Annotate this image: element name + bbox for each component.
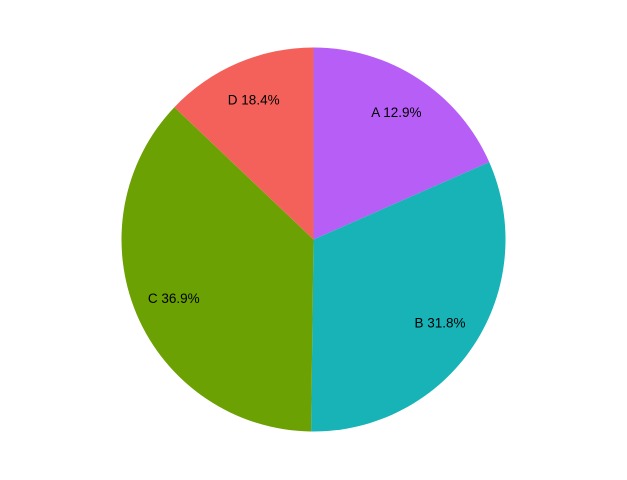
- slice-label-c: C 36.9%: [148, 291, 200, 306]
- pie-labels: A 12.9% B 31.8% C 36.9% D 18.4%: [148, 93, 466, 331]
- pie-slice-b: [311, 162, 506, 432]
- pie-slice-c: [121, 107, 314, 432]
- slice-label-b: B 31.8%: [414, 316, 465, 331]
- slice-label-a: A 12.9%: [371, 105, 421, 120]
- slice-label-d: D 18.4%: [228, 93, 280, 108]
- pie-slice-d: [174, 47, 314, 240]
- pie-slices: [121, 47, 506, 432]
- pie-slice-a: [313, 47, 490, 240]
